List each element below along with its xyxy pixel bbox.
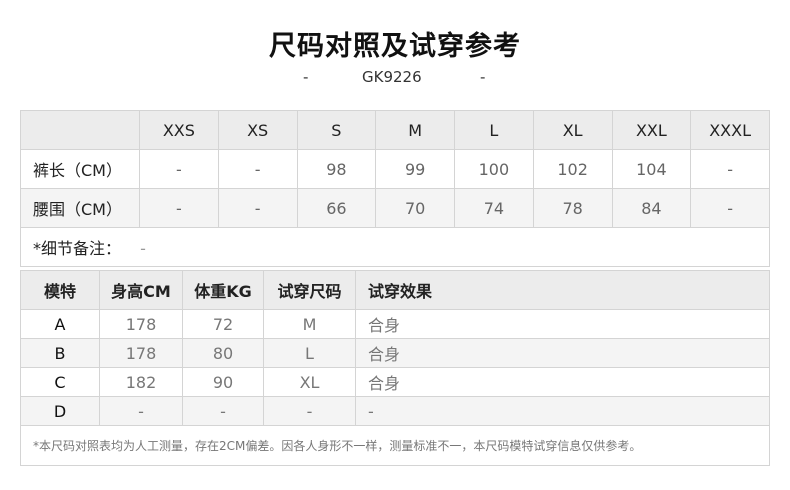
- table-row: C 182 90 XL 合身: [20, 367, 770, 397]
- table-row: D - - - -: [20, 396, 770, 426]
- cell: -: [139, 149, 219, 189]
- subtitle-dash-left: -: [303, 68, 309, 86]
- size-header: XS: [217, 110, 298, 150]
- subtitle-dash-right: -: [480, 68, 486, 86]
- size-header: L: [454, 110, 534, 150]
- corner-cell: [20, 110, 140, 150]
- page-title: 尺码对照及试穿参考: [269, 31, 521, 62]
- header-cell: 试穿效果: [355, 270, 770, 310]
- cell: 80: [182, 338, 264, 368]
- size-header: XL: [532, 110, 613, 150]
- cell: 90: [182, 367, 264, 397]
- cell: 66: [296, 188, 377, 228]
- cell: -: [139, 188, 219, 228]
- size-header: XXL: [611, 110, 692, 150]
- header-cell: 体重KG: [182, 270, 264, 310]
- cell: -: [690, 188, 770, 228]
- cell: -: [690, 149, 770, 189]
- cell: 合身: [355, 338, 770, 368]
- table-row: A 178 72 M 合身: [20, 309, 770, 339]
- table-row: B 178 80 L 合身: [20, 338, 770, 368]
- size-header: XXS: [139, 110, 219, 150]
- size-header: S: [296, 110, 377, 150]
- cell: -: [355, 396, 770, 426]
- cell: 合身: [355, 367, 770, 397]
- header-cell: 模特: [20, 270, 100, 310]
- cell: 78: [532, 188, 613, 228]
- model-id: B: [20, 338, 100, 368]
- model-header-row: 模特 身高CM 体重KG 试穿尺码 试穿效果: [20, 270, 770, 310]
- cell: 98: [296, 149, 377, 189]
- note-value: -: [140, 239, 146, 258]
- cell: XL: [263, 367, 356, 397]
- table-row: 裤长（CM） - - 98 99 100 102 104 -: [20, 149, 770, 189]
- size-header: XXXL: [690, 110, 770, 150]
- cell: -: [217, 149, 298, 189]
- size-header-row: XXS XS S M L XL XXL XXXL: [20, 110, 770, 150]
- cell: 74: [454, 188, 534, 228]
- cell: M: [263, 309, 356, 339]
- model-fit-table: 模特 身高CM 体重KG 试穿尺码 试穿效果 A 178 72 M 合身 B 1…: [20, 270, 770, 466]
- cell: -: [99, 396, 183, 426]
- size-chart-table: XXS XS S M L XL XXL XXXL 裤长（CM） - - 98 9…: [20, 110, 770, 267]
- header-cell: 身高CM: [99, 270, 183, 310]
- note-label: *细节备注：: [33, 239, 122, 258]
- cell: 182: [99, 367, 183, 397]
- cell: L: [263, 338, 356, 368]
- model-id: D: [20, 396, 100, 426]
- cell: 102: [532, 149, 613, 189]
- cell: 178: [99, 309, 183, 339]
- footnote: *本尺码对照表均为人工测量，存在2CM偏差。因各人身形不一样，测量标准不一，本尺…: [20, 425, 770, 466]
- cell: -: [263, 396, 356, 426]
- model-id: C: [20, 367, 100, 397]
- cell: 70: [375, 188, 455, 228]
- cell: 178: [99, 338, 183, 368]
- product-code: GK9226: [362, 68, 422, 86]
- cell: 99: [375, 149, 455, 189]
- cell: 84: [611, 188, 692, 228]
- cell: 合身: [355, 309, 770, 339]
- model-id: A: [20, 309, 100, 339]
- row-label: 裤长（CM）: [20, 149, 140, 189]
- header-cell: 试穿尺码: [263, 270, 356, 310]
- notes-row: *细节备注： -: [20, 227, 770, 267]
- cell: 100: [454, 149, 534, 189]
- cell: 72: [182, 309, 264, 339]
- footnote-row: *本尺码对照表均为人工测量，存在2CM偏差。因各人身形不一样，测量标准不一，本尺…: [20, 425, 770, 466]
- cell: -: [182, 396, 264, 426]
- table-row: 腰围（CM） - - 66 70 74 78 84 -: [20, 188, 770, 228]
- cell: 104: [611, 149, 692, 189]
- size-header: M: [375, 110, 455, 150]
- row-label: 腰围（CM）: [20, 188, 140, 228]
- cell: -: [217, 188, 298, 228]
